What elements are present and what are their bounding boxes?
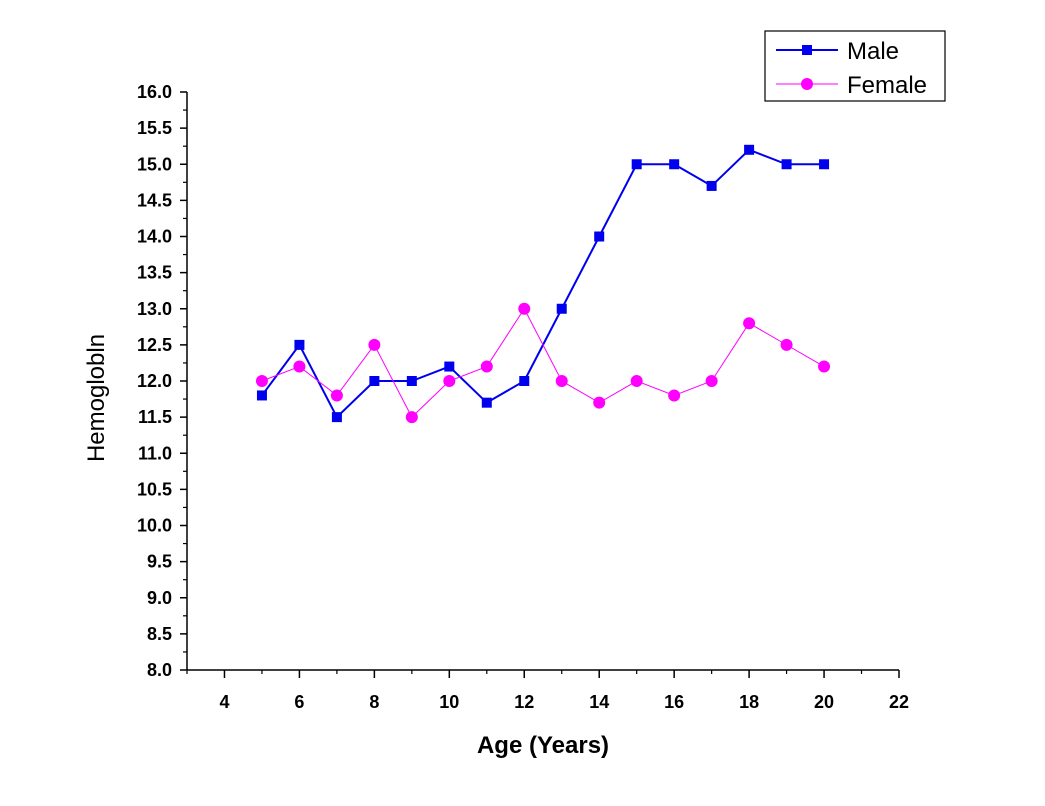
y-axis-ticks: 8.0 8.5 9.0 9.5 10.0 10.5 11.0 11.5 12.0 12.5 13.0… xyxy=(137,82,187,680)
x-tick-label: 20 xyxy=(814,692,834,712)
female-point xyxy=(668,389,681,402)
female-point xyxy=(480,360,493,373)
x-tick-label: 4 xyxy=(219,692,229,712)
female-point xyxy=(743,317,756,330)
x-tick-label: 22 xyxy=(889,692,909,712)
x-tick-label: 8 xyxy=(369,692,379,712)
male-point xyxy=(556,303,567,314)
x-axis-ticks: 4 6 8 10 12 14 16 18 20 22 xyxy=(186,670,909,712)
male-point xyxy=(706,180,717,191)
male-point xyxy=(594,231,605,242)
male-point xyxy=(331,412,342,423)
male-point xyxy=(481,397,492,408)
y-tick-label: 10.0 xyxy=(137,516,172,536)
female-point xyxy=(593,396,606,409)
female-point xyxy=(555,375,568,387)
male-point xyxy=(631,159,642,170)
male-point xyxy=(256,390,267,401)
y-tick-label: 12.0 xyxy=(137,371,172,391)
y-tick-label: 12.5 xyxy=(137,335,172,355)
female-point xyxy=(405,411,418,424)
x-tick-label: 10 xyxy=(439,692,459,712)
y-tick-label: 15.0 xyxy=(137,154,172,174)
female-point xyxy=(330,389,343,402)
series-layer xyxy=(255,144,831,424)
y-tick-label: 9.0 xyxy=(147,588,172,608)
legend-female-label: Female xyxy=(847,72,927,99)
male-point xyxy=(406,376,417,386)
y-tick-label: 14.0 xyxy=(137,227,172,247)
x-tick-label: 18 xyxy=(739,692,759,712)
legend-male-label: Male xyxy=(847,38,899,65)
legend-male-marker xyxy=(802,45,812,55)
male-point xyxy=(369,376,380,386)
female-point xyxy=(443,375,456,387)
male-point xyxy=(669,159,680,170)
x-axis-title: Age (Years) xyxy=(477,732,609,759)
female-point xyxy=(293,360,306,373)
male-point xyxy=(819,159,830,170)
y-tick-label: 16.0 xyxy=(137,82,172,102)
y-tick-label: 11.5 xyxy=(138,407,172,427)
y-tick-label: 15.5 xyxy=(137,118,172,138)
x-tick-label: 16 xyxy=(664,692,684,712)
y-axis-title: Hemoglobln xyxy=(83,334,110,462)
female-point xyxy=(518,302,531,315)
y-tick-label: 9.5 xyxy=(147,552,172,572)
female-point xyxy=(630,375,643,387)
y-tick-label: 8.0 xyxy=(147,660,172,680)
female-point xyxy=(780,338,793,351)
x-tick-label: 6 xyxy=(294,692,304,712)
axes xyxy=(186,92,899,671)
y-tick-label: 10.5 xyxy=(137,479,172,499)
female-series-line xyxy=(261,307,825,418)
female-point xyxy=(705,375,718,387)
legend-box xyxy=(764,30,946,102)
male-series-line xyxy=(261,148,825,419)
female-point xyxy=(368,338,381,351)
male-point xyxy=(519,376,530,386)
x-tick-label: 12 xyxy=(514,692,534,712)
male-point xyxy=(444,361,455,372)
legend: Male Female xyxy=(764,30,946,102)
y-tick-label: 8.5 xyxy=(147,624,172,644)
female-point xyxy=(255,375,268,387)
female-point xyxy=(818,360,831,373)
x-tick-label: 14 xyxy=(589,692,609,712)
male-point xyxy=(781,159,792,170)
y-tick-label: 11.0 xyxy=(138,443,172,463)
y-tick-label: 13.0 xyxy=(137,299,172,319)
y-tick-label: 14.5 xyxy=(137,190,172,210)
male-point xyxy=(744,144,755,155)
legend-female-marker xyxy=(801,78,813,90)
y-tick-label: 13.5 xyxy=(137,263,172,283)
male-point xyxy=(294,339,305,350)
